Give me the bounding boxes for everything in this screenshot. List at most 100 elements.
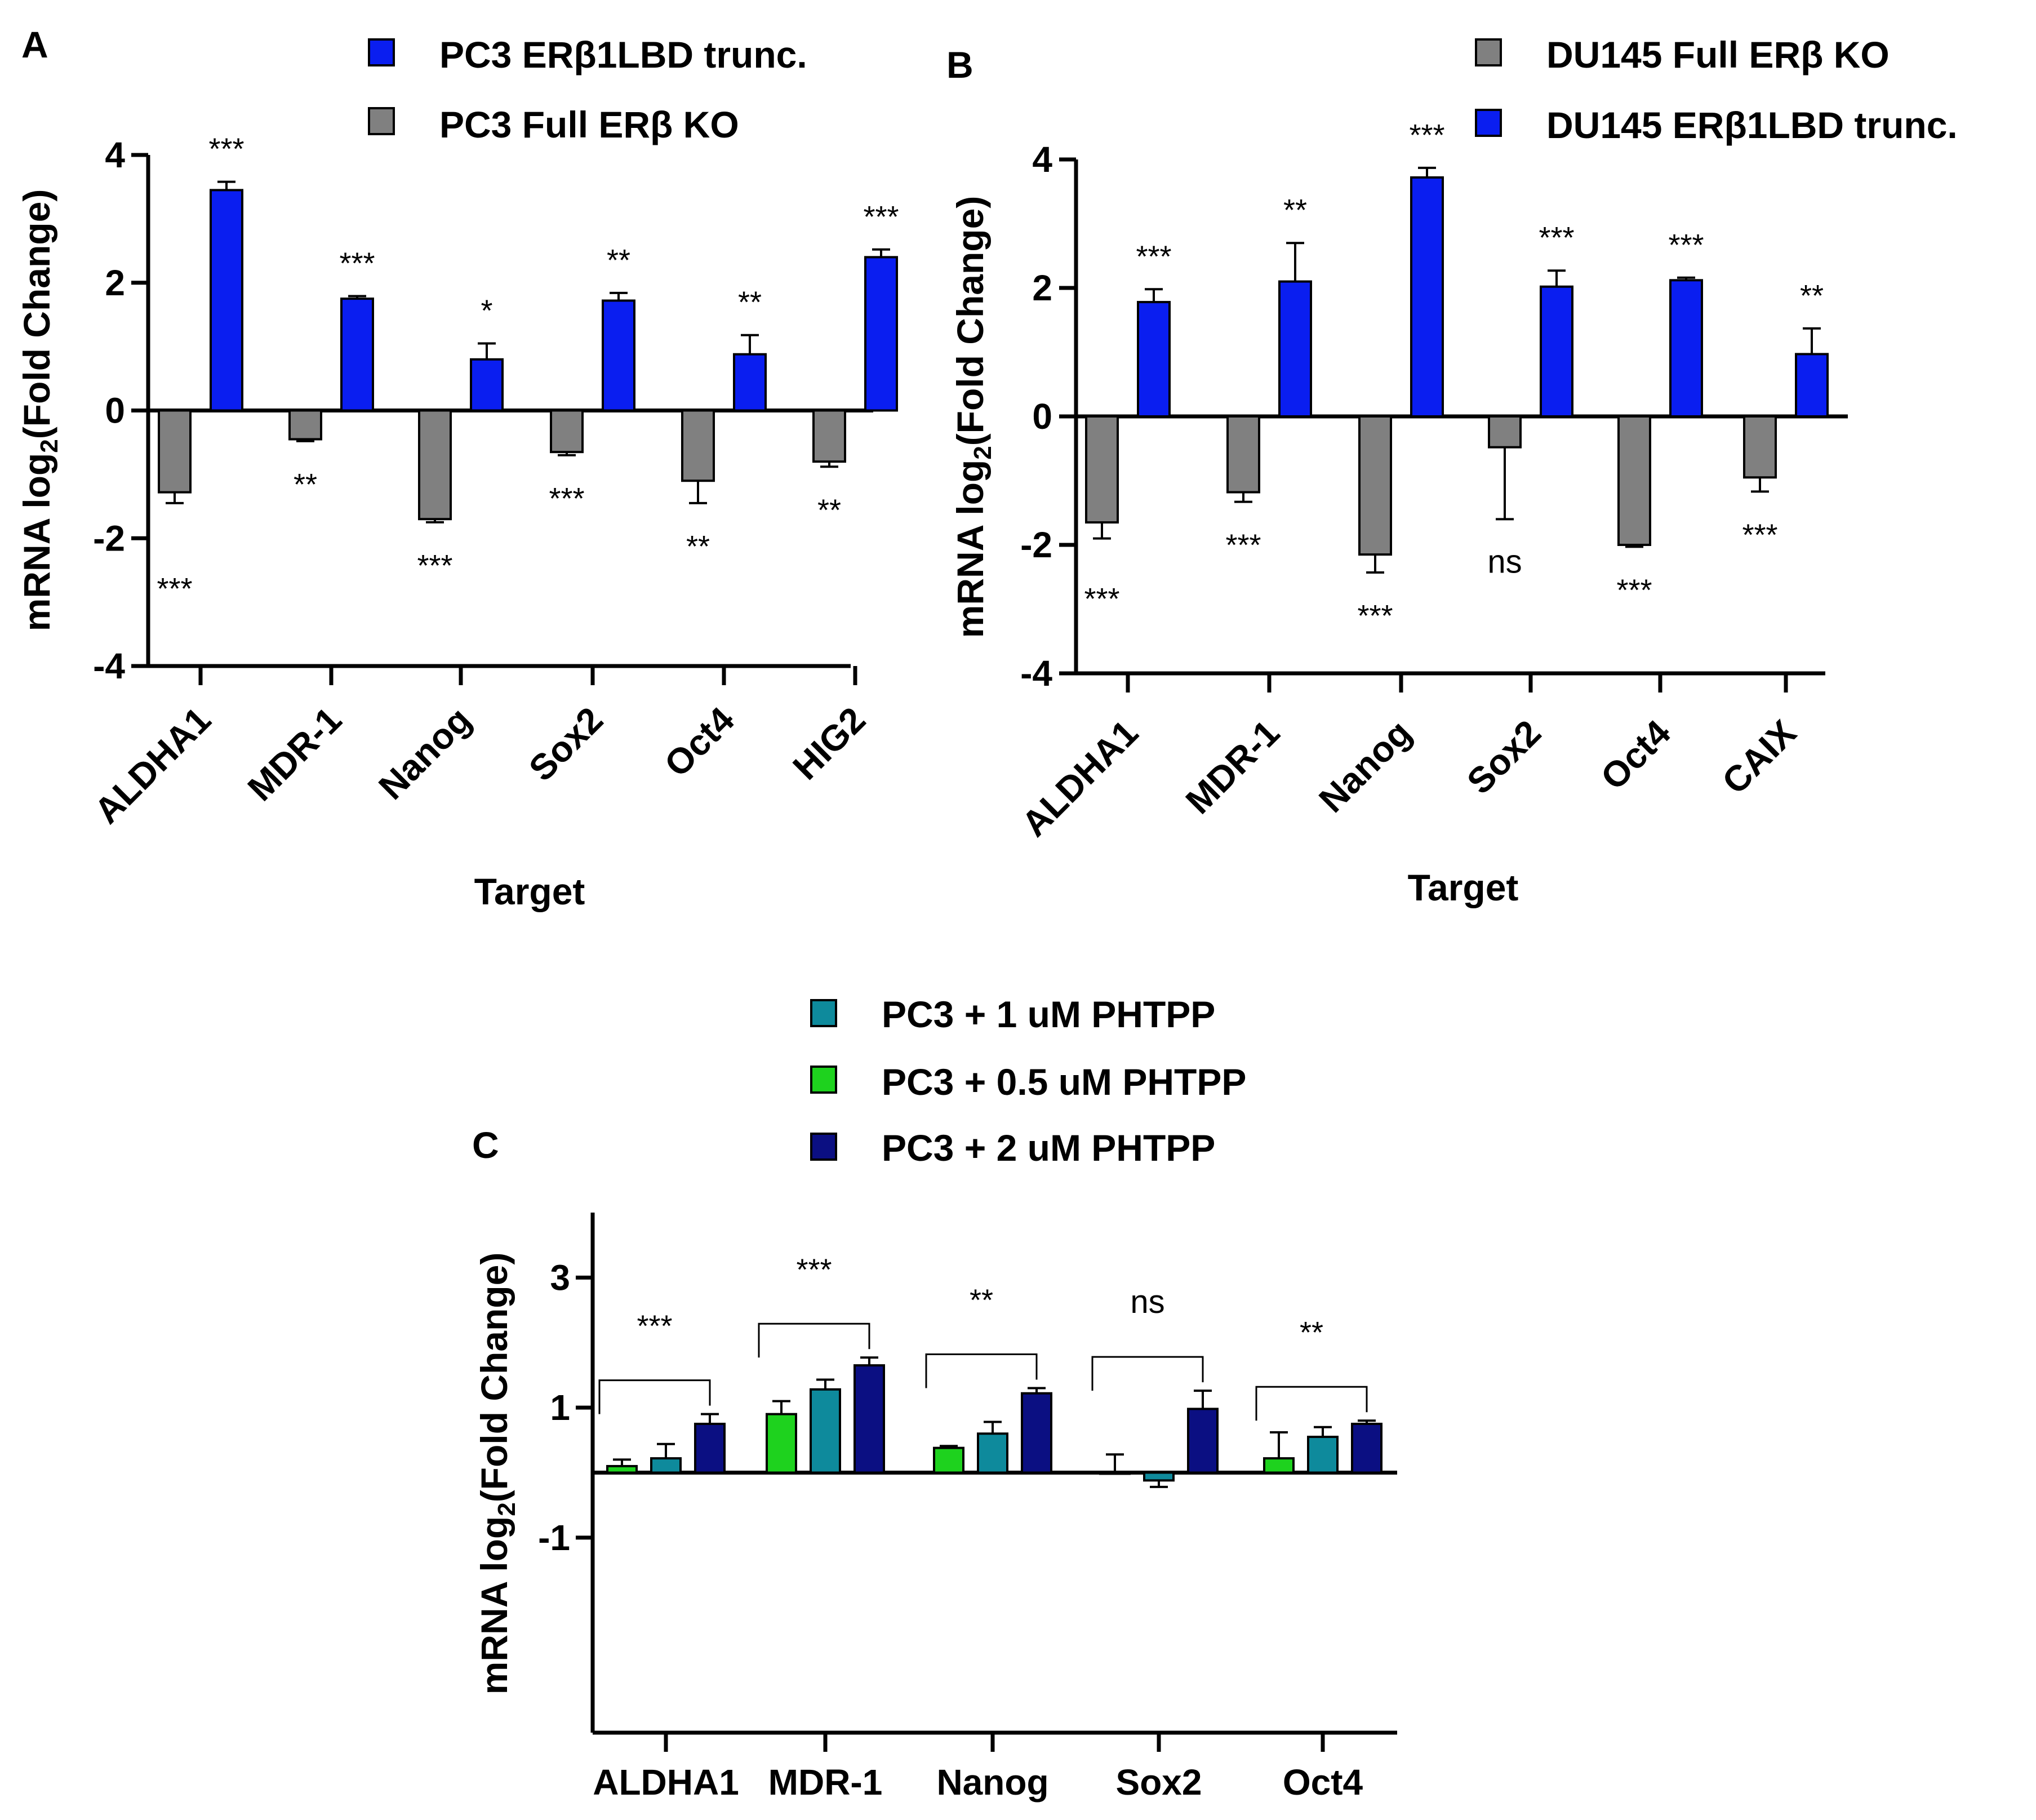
bar-pc3-0-5-um-phtpp-nanog [933,1446,964,1474]
category-label-oct4: Oct4 [1283,1762,1363,1803]
significance-label: *** [1668,228,1704,262]
category-label-mdr-1: MDR-1 [768,1762,883,1803]
bar-du145-full-er-ko-nanog [1358,415,1392,556]
bar-pc3-er-1lbd-trunc-sox2 [602,299,635,412]
legend-swatch [368,38,395,66]
significance-label: *** [863,200,899,234]
bar-pc3-full-er-ko-aldha1 [158,409,192,494]
category-label-oct4: Oct4 [1593,712,1678,798]
bar-pc3-er-1lbd-trunc-nanog [470,358,504,412]
bar-du145-er-1lbd-trunc-caix [1795,353,1829,418]
bar-du145-full-er-ko-oct4 [1617,415,1651,546]
significance-label: *** [1225,529,1261,562]
category-label-aldha1: ALDHA1 [593,1762,739,1803]
bar-du145-full-er-ko-sox2 [1488,415,1522,449]
bar-pc3-1-um-phtpp-aldha1 [650,1457,682,1474]
significance-bracket [1091,1356,1204,1391]
significance-bracket [598,1379,711,1414]
legend-swatch [1475,38,1502,66]
bar-du145-full-er-ko-mdr-1 [1226,415,1260,494]
bar-pc3-er-1lbd-trunc-oct4 [733,353,767,412]
significance-bracket [925,1353,1038,1388]
significance-label: ** [294,468,317,501]
bar-pc3-er-1lbd-trunc-hig2 [864,256,898,412]
bar-pc3-2-um-phtpp-sox2 [1187,1408,1219,1474]
y-tick-label: -2 [1020,525,1052,565]
legend-entry-pc3-full-er-ko: PC3 Full ERβ KO [439,104,739,145]
significance-label: *** [1616,573,1652,607]
bar-pc3-2-um-phtpp-mdr-1 [853,1364,885,1474]
y-tick-label: 2 [1032,268,1052,308]
y-axis-title: mRNA log2(Fold Change) [16,189,63,632]
bracket-label: *** [637,1309,672,1343]
y-tick-label: -1 [538,1517,570,1558]
legend-entry-pc3-0-5-um-phtpp: PC3 + 0.5 uM PHTPP [882,1061,1246,1103]
significance-label: *** [1084,582,1119,616]
y-tick-label: 4 [1032,139,1052,180]
y-tick-label: 0 [105,390,125,431]
significance-label: ** [1283,193,1307,227]
bar-pc3-1-um-phtpp-oct4 [1307,1436,1339,1474]
category-label-aldha1: ALDHA1 [86,699,218,831]
significance-label: *** [208,132,244,166]
bracket-label: *** [796,1253,832,1286]
significance-label: * [481,294,492,327]
bar-pc3-1-um-phtpp-nanog [977,1432,1008,1474]
significance-label: ns [1487,543,1522,580]
significance-bracket [758,1322,870,1358]
bar-pc3-full-er-ko-hig2 [812,409,846,463]
category-label-nanog: Nanog [1311,712,1419,820]
legend-swatch [810,1066,837,1094]
bar-du145-full-er-ko-aldha1 [1085,415,1119,524]
bar-du145-er-1lbd-trunc-oct4 [1669,279,1703,418]
significance-label: *** [157,572,192,606]
bar-pc3-0-5-um-phtpp-oct4 [1263,1457,1295,1474]
panel-letter-b: B [946,44,973,86]
y-tick-label: 2 [105,263,125,303]
y-axis-title: mRNA log2(Fold Change) [473,1253,521,1695]
bracket-label: ns [1130,1284,1164,1320]
bar-pc3-0-5-um-phtpp-aldha1 [606,1464,638,1474]
category-label-mdr-1: MDR-1 [1178,712,1287,822]
bar-pc3-1-um-phtpp-mdr-1 [810,1388,841,1474]
significance-label: ** [738,286,762,319]
bar-pc3-2-um-phtpp-oct4 [1351,1422,1382,1474]
panel-letter-c: C [472,1124,499,1166]
y-tick-label: 1 [550,1387,570,1428]
legend-swatch [368,107,395,135]
category-label-nanog: Nanog [936,1762,1048,1803]
y-tick-label: -4 [93,646,125,686]
significance-label: *** [1136,239,1171,273]
legend-swatch [810,999,837,1027]
panel-letter-a: A [21,24,48,65]
bar-du145-er-1lbd-trunc-nanog [1410,176,1444,418]
bar-pc3-2-um-phtpp-nanog [1021,1392,1052,1474]
legend-entry-pc3-1-um-phtpp: PC3 + 1 uM PHTPP [882,993,1215,1035]
significance-label: *** [1409,118,1444,152]
category-label-hig2: HIG2 [785,699,873,788]
legend-entry-du145-full-er-ko: DU145 Full ERβ KO [1546,34,1890,76]
significance-bracket [1255,1386,1368,1421]
category-label-sox2: Sox2 [1116,1762,1202,1803]
category-label-oct4: Oct4 [656,699,742,785]
bar-pc3-er-1lbd-trunc-mdr-1 [340,298,374,412]
significance-label: ** [817,493,841,527]
significance-label: *** [1357,599,1393,633]
significance-label: *** [1742,518,1777,552]
bar-pc3-full-er-ko-sox2 [550,409,584,454]
significance-label: ** [1800,279,1824,313]
bar-du145-er-1lbd-trunc-mdr-1 [1278,280,1312,418]
bar-pc3-full-er-ko-oct4 [681,409,715,482]
significance-label: *** [1539,221,1574,255]
bar-pc3-0-5-um-phtpp-mdr-1 [766,1413,797,1474]
bar-pc3-2-um-phtpp-aldha1 [694,1422,726,1474]
legend-entry-pc3-2-um-phtpp: PC3 + 2 uM PHTPP [882,1127,1215,1169]
bar-du145-er-1lbd-trunc-aldha1 [1137,301,1171,418]
significance-label: *** [339,247,375,281]
x-axis-title: Target [1408,867,1519,908]
y-tick-label: 4 [105,135,125,175]
y-tick-label: 0 [1032,396,1052,437]
bar-pc3-full-er-ko-mdr-1 [288,409,322,441]
